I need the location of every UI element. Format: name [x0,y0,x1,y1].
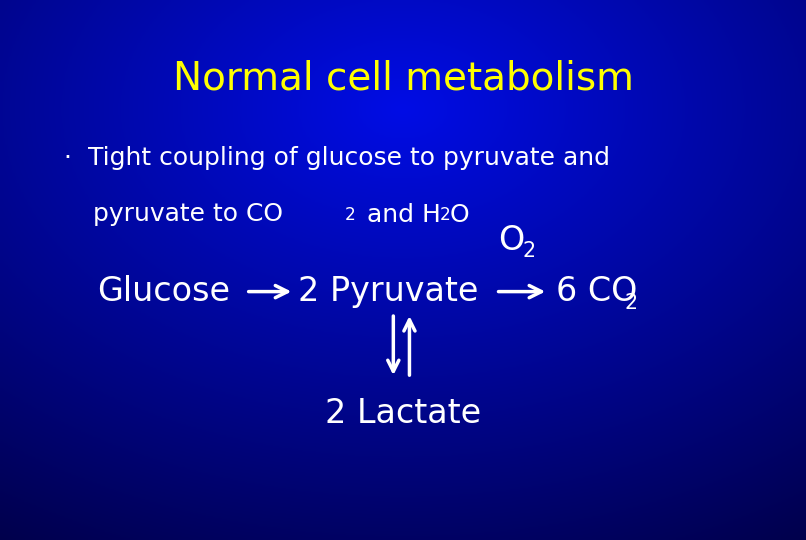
Text: 2: 2 [439,206,450,224]
Text: 2 Pyruvate: 2 Pyruvate [298,275,479,308]
Text: 6 CO: 6 CO [556,275,638,308]
Text: 2: 2 [345,206,355,224]
Text: pyruvate to CO: pyruvate to CO [93,202,283,226]
Text: 2 Lactate: 2 Lactate [325,396,481,430]
Text: ·  Tight coupling of glucose to pyruvate and: · Tight coupling of glucose to pyruvate … [64,146,610,170]
Text: Glucose: Glucose [97,275,230,308]
Text: 2: 2 [522,241,535,261]
Text: and H: and H [359,202,441,226]
Text: 2: 2 [625,293,638,314]
Text: Normal cell metabolism: Normal cell metabolism [172,59,634,97]
Text: O: O [498,224,525,257]
Text: O: O [450,202,469,226]
